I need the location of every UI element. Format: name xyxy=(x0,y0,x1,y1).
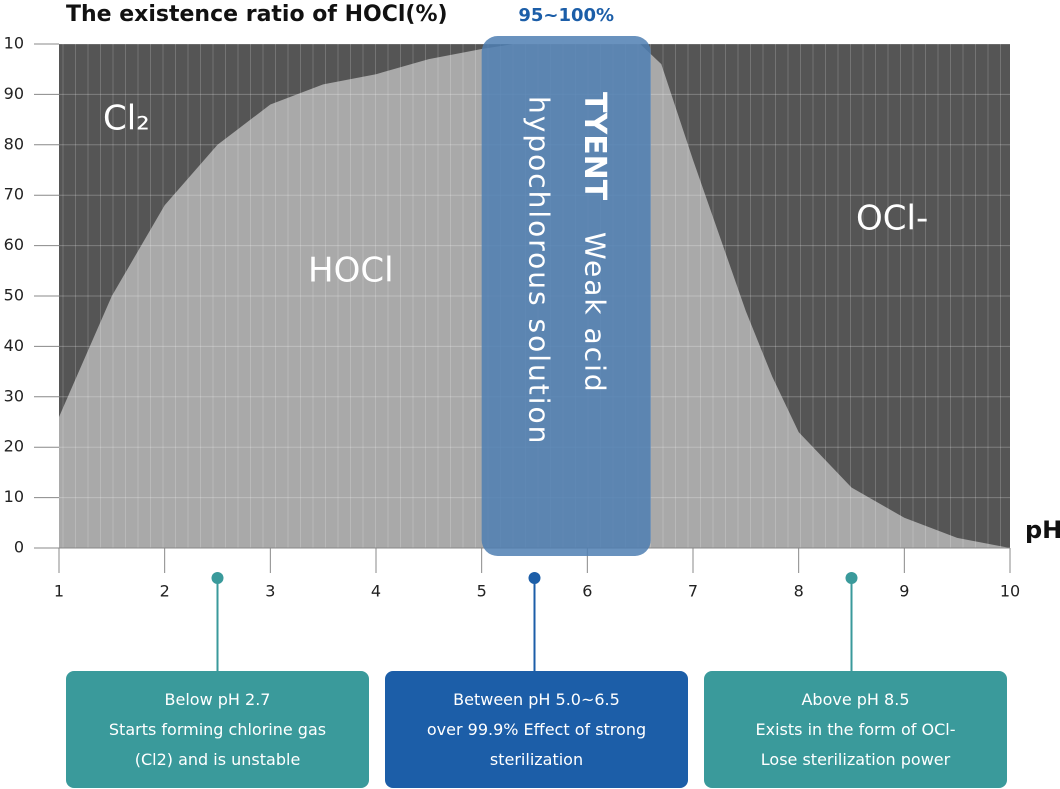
note-line: Between pH 5.0~6.5 xyxy=(453,689,620,709)
y-tick-label: 10 xyxy=(4,487,24,506)
note-line: (Cl2) and is unstable xyxy=(134,749,301,769)
y-tick-label: 50 xyxy=(4,286,24,305)
x-tick-label: 8 xyxy=(794,582,804,601)
highlight-text: hypochlorous solution xyxy=(523,96,556,445)
y-tick-label: 0 xyxy=(14,538,24,557)
x-axis-label: pH xyxy=(1025,516,1060,544)
y-tick-label: 30 xyxy=(4,386,24,405)
y-tick-label: 80 xyxy=(4,134,24,153)
x-tick-label: 6 xyxy=(582,582,592,601)
y-tick-label: 40 xyxy=(4,336,24,355)
x-tick-label: 10 xyxy=(1000,582,1020,601)
x-tick-label: 7 xyxy=(688,582,698,601)
region-label: Cl₂ xyxy=(103,99,150,139)
series-label: HOCl xyxy=(308,251,394,291)
y-tick-label: 60 xyxy=(4,235,24,254)
note-line: Lose sterilization power xyxy=(760,749,951,769)
region-label: OCl- xyxy=(856,199,928,239)
note-dot xyxy=(528,572,541,584)
brand: TYENT xyxy=(577,92,612,201)
highlight-line: Weak acid xyxy=(579,232,612,394)
note-dot xyxy=(211,572,224,584)
x-tick-label: 4 xyxy=(371,582,381,601)
highlight-label: 95~100% xyxy=(518,5,614,26)
x-tick-label: 9 xyxy=(899,582,909,601)
highlight-line: hypochlorous solution xyxy=(523,96,556,445)
y-tick-label: 10 xyxy=(4,34,24,53)
x-tick-label: 2 xyxy=(160,582,170,601)
note-box: Between pH 5.0~6.5 over 99.9% Effect of s… xyxy=(385,671,688,788)
y-tick-label: 90 xyxy=(4,84,24,103)
note-dot xyxy=(845,572,858,584)
chart-title: The existence ratio of HOCl(%) xyxy=(66,2,448,27)
highlight-band xyxy=(481,36,651,556)
x-tick-label: 3 xyxy=(265,582,275,601)
note-box: Above pH 8.5 Exists in the form of OCl- Lo… xyxy=(704,671,1007,788)
note-line: Above pH 8.5 xyxy=(801,689,910,709)
highlight-text: TYENT Weak acid xyxy=(577,92,612,394)
note-line: over 99.9% Effect of strong xyxy=(426,719,647,739)
note-line: Exists in the form of OCl- xyxy=(755,719,956,739)
note-line: Below pH 2.7 xyxy=(164,689,271,709)
note-line: sterilization xyxy=(489,749,584,769)
note-box: Below pH 2.7 Starts forming chlorine gas (… xyxy=(66,671,369,788)
x-tick-label: 1 xyxy=(54,582,64,601)
note-line: Starts forming chlorine gas xyxy=(108,719,327,739)
x-tick-label: 5 xyxy=(477,582,487,601)
y-tick-label: 70 xyxy=(4,185,24,204)
y-tick-label: 20 xyxy=(4,437,24,456)
